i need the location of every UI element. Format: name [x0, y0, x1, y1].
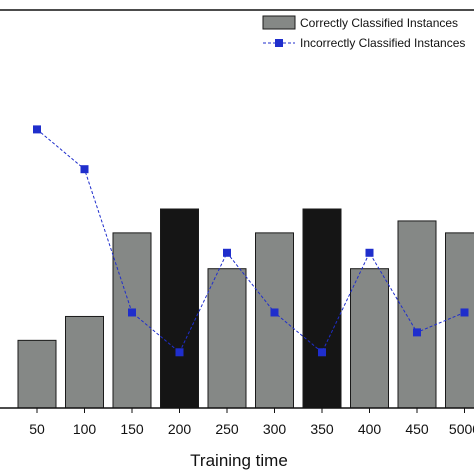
x-tick-label-150: 150	[120, 421, 144, 437]
bar-series	[17, 208, 474, 409]
bar-150	[112, 232, 152, 409]
point-50	[33, 125, 41, 134]
legend: Correctly Classified Instances Incorrectl…	[262, 15, 465, 50]
bar-200	[160, 208, 199, 409]
x-tick-label-250: 250	[215, 421, 239, 437]
legend-label-incorrect: Incorrectly Classified Instances	[300, 36, 465, 50]
x-axis-ticks: 50 100 150 200 250 300 350 400 450 5000	[29, 408, 474, 437]
x-tick-label-450: 450	[405, 421, 429, 437]
x-axis-title: Training time	[190, 451, 288, 470]
point-400	[365, 248, 374, 257]
bar-300	[255, 232, 294, 409]
point-5000	[460, 308, 469, 317]
point-300	[270, 308, 279, 317]
legend-marker	[275, 39, 283, 47]
x-tick-label-100: 100	[73, 421, 97, 437]
point-350	[318, 348, 326, 357]
line-series	[33, 125, 469, 357]
x-tick-label-300: 300	[263, 421, 287, 437]
bar-5000	[445, 232, 474, 409]
point-100	[80, 165, 89, 174]
point-250	[223, 248, 231, 257]
legend-bar-swatch	[262, 15, 296, 30]
bar-350	[302, 208, 342, 409]
x-tick-label-50: 50	[29, 421, 45, 437]
bar-450	[397, 220, 437, 409]
bar-250	[207, 268, 247, 409]
point-200	[175, 348, 184, 357]
bar-50	[17, 339, 57, 409]
bar-100	[65, 315, 104, 409]
point-150	[128, 308, 136, 317]
incorrect-series-line	[36, 129, 465, 354]
axes	[0, 9, 474, 409]
x-tick-label-5000: 5000	[449, 421, 474, 437]
point-450	[413, 328, 421, 337]
x-tick-label-400: 400	[358, 421, 382, 437]
x-tick-label-350: 350	[310, 421, 334, 437]
bar-400	[350, 268, 389, 409]
x-tick-label-200: 200	[168, 421, 192, 437]
legend-label-correct: Correctly Classified Instances	[300, 16, 458, 30]
